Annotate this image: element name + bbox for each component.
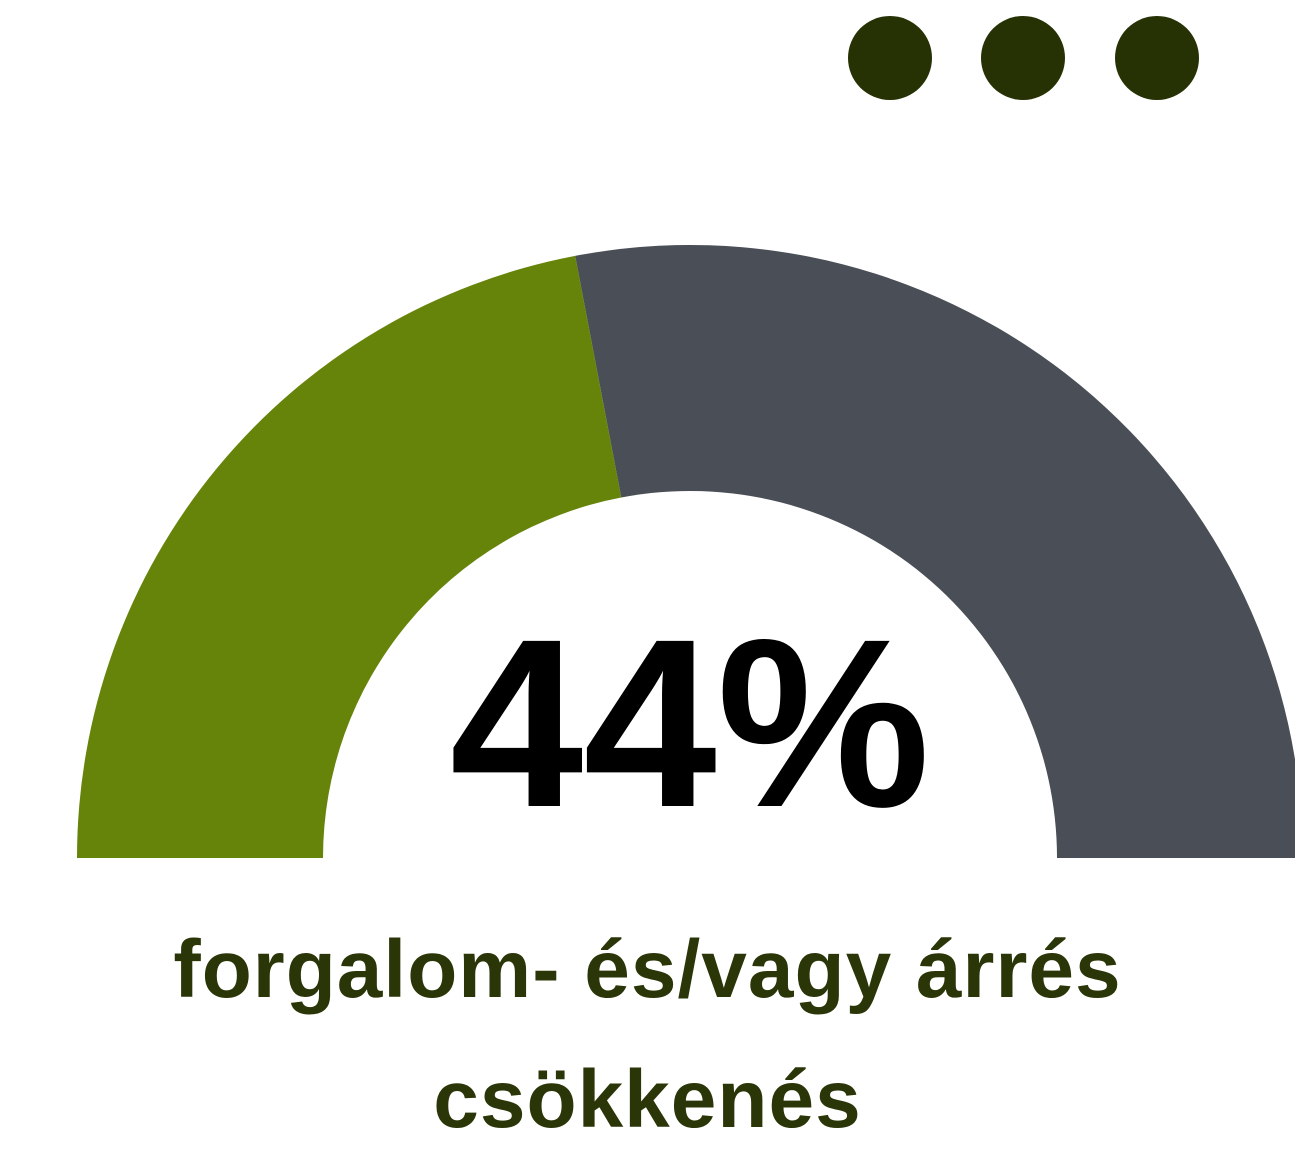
chart: 44% — [77, 16, 1295, 858]
page: 44% forgalom- és/vagy árrés csökkenés ((… — [77, 16, 1295, 1145]
menu-dot[interactable] — [1115, 16, 1199, 100]
gauge-value — [77, 255, 622, 858]
menu-dot[interactable] — [848, 16, 932, 100]
caption: forgalom- és/vagy árrés csökkenés — [173, 924, 1122, 1145]
value-label: 44% — [450, 589, 930, 857]
gauge — [77, 245, 1295, 858]
gauge-track — [575, 245, 1295, 858]
menu-dot[interactable] — [981, 16, 1065, 100]
